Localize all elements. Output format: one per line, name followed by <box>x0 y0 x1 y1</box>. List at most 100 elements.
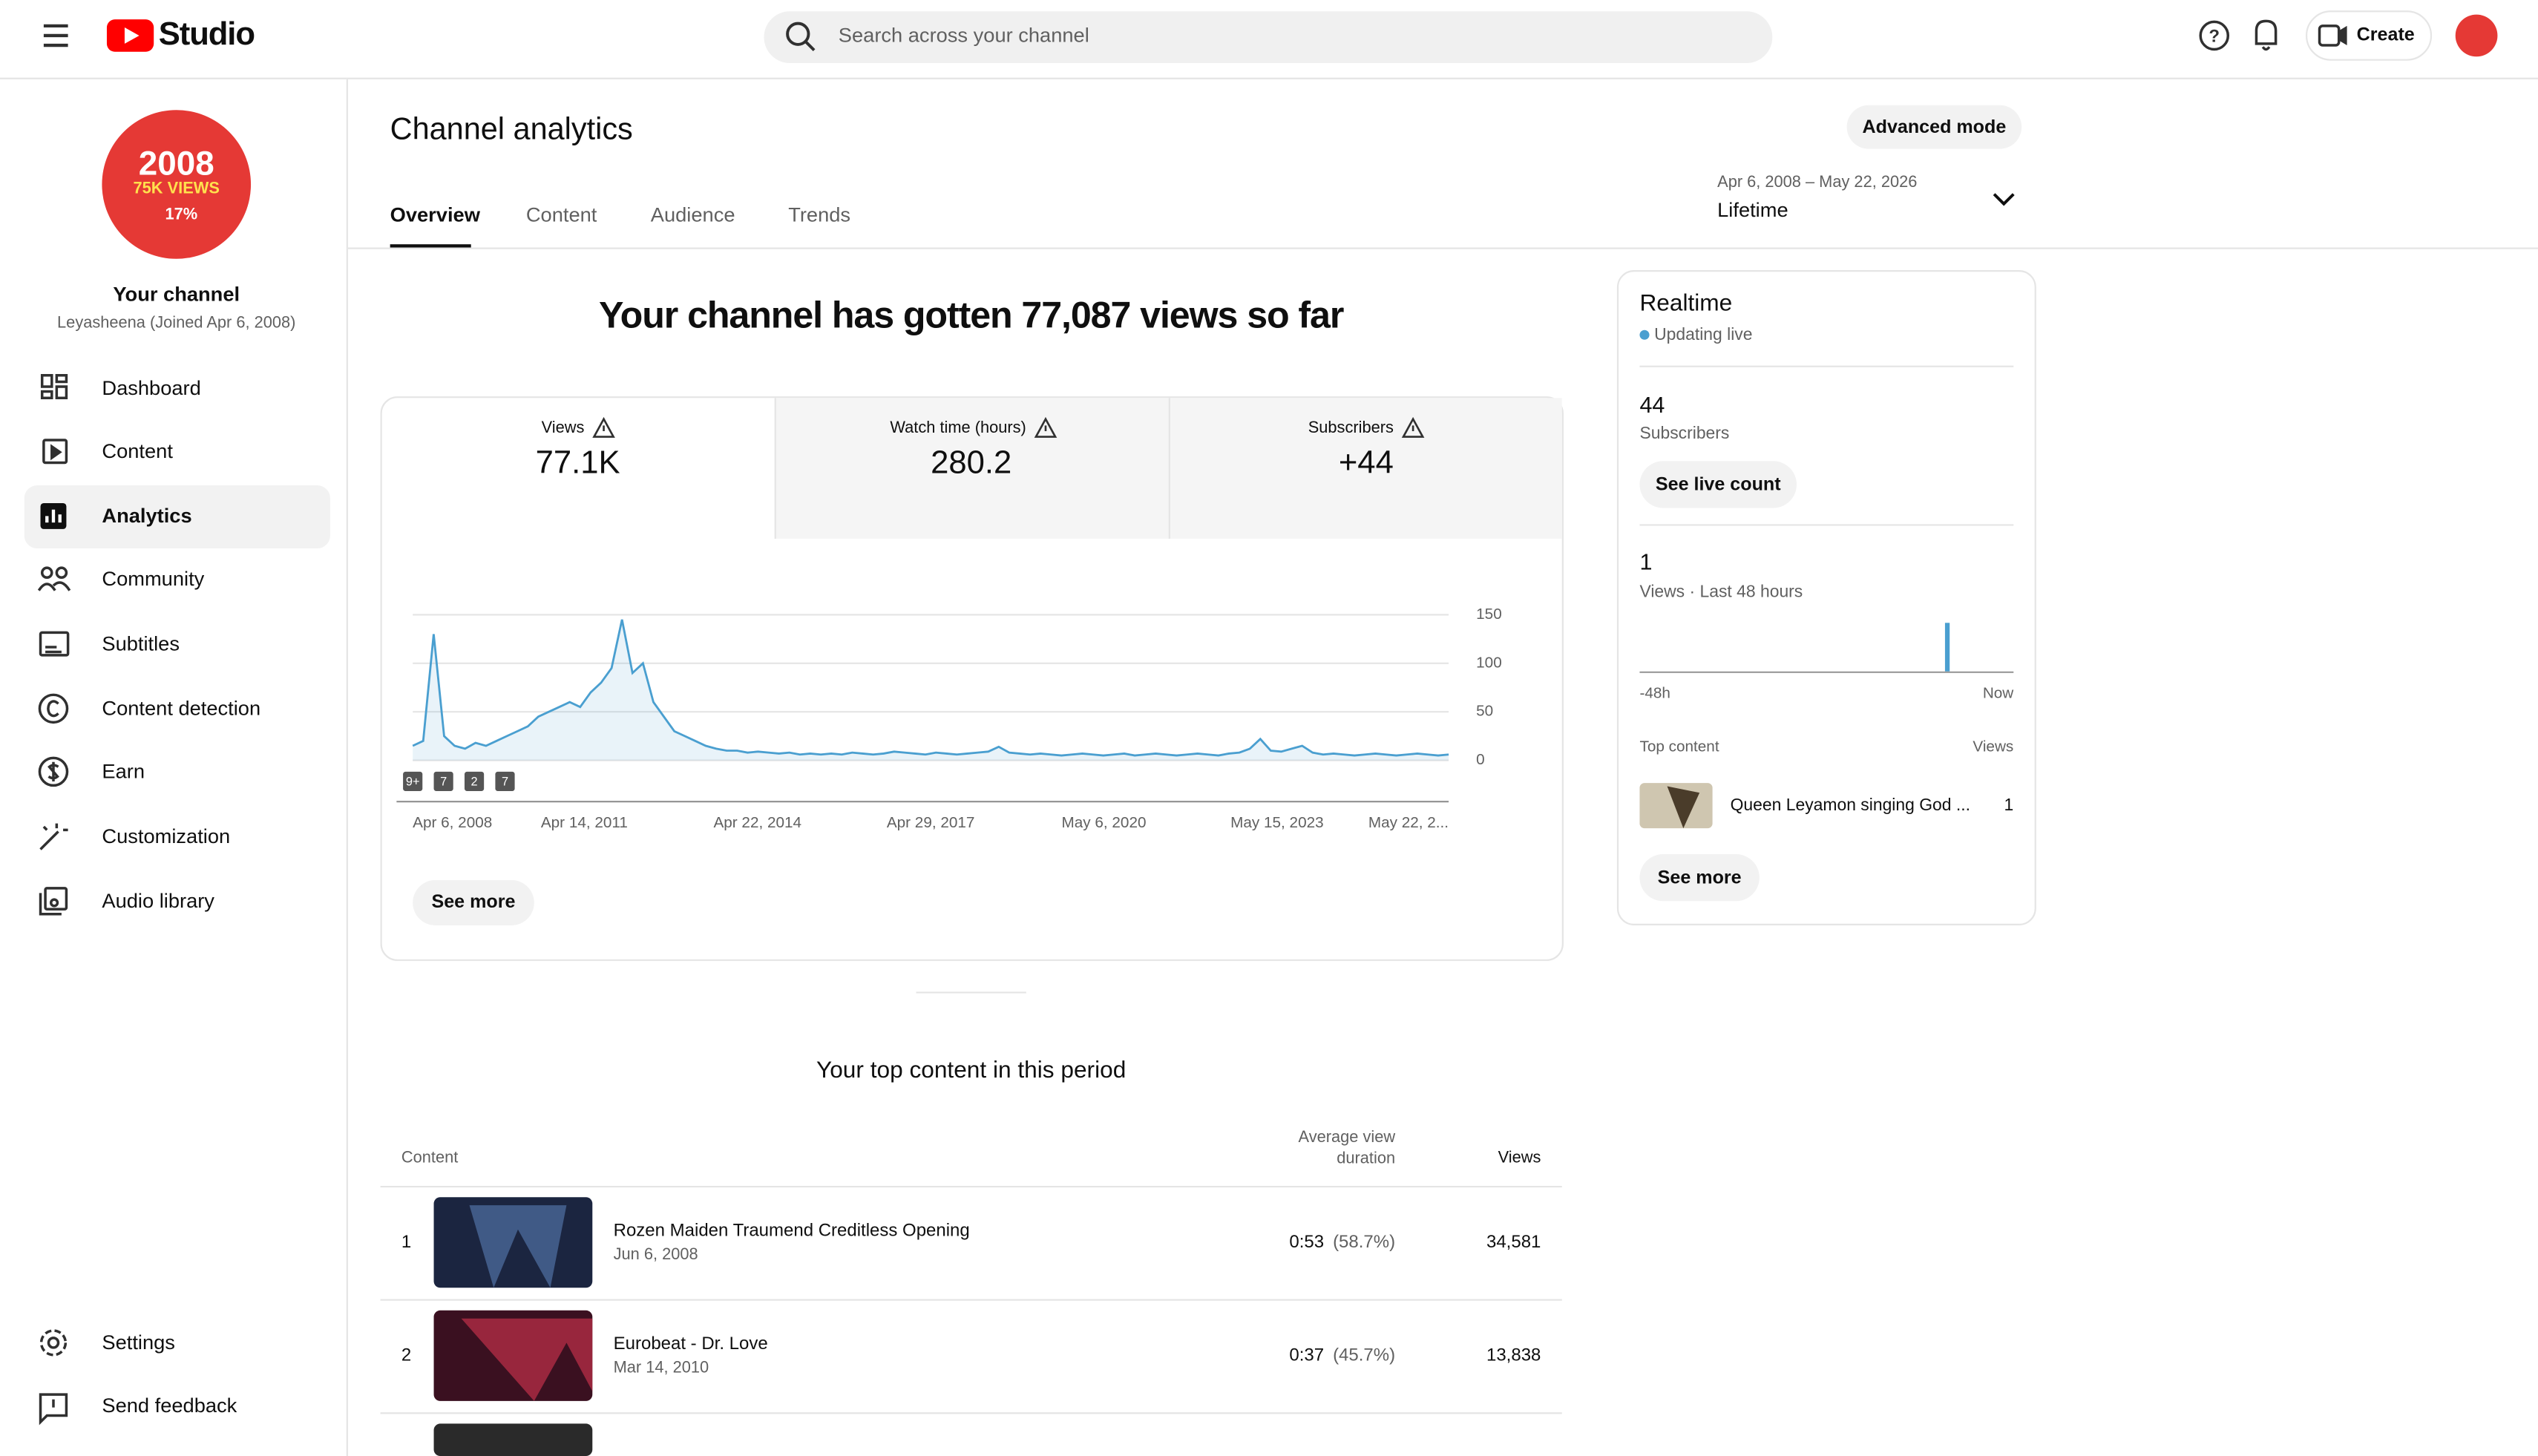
y-tick-label: 150 <box>1476 606 1502 623</box>
tab[interactable]: Overview <box>390 203 480 227</box>
channel-title[interactable]: Your channel <box>113 283 240 306</box>
realtime-subscribers: 44 <box>1639 391 1665 418</box>
top-item-title[interactable]: Queen Leyamon singing God ... <box>1730 796 1970 816</box>
avatar-text: 2008 <box>138 145 214 183</box>
nav-item[interactable]: Dashboard <box>102 376 201 400</box>
avatar-text: 17% <box>165 206 198 224</box>
annotation-marker <box>464 771 485 792</box>
row-duration: 0:37 <box>1289 1345 1325 1365</box>
search-bar[interactable] <box>764 11 1773 64</box>
line <box>412 619 1449 757</box>
tab[interactable]: Audience <box>650 203 735 227</box>
x-label: -48h <box>1639 685 1670 704</box>
y-tick-label: 0 <box>1476 751 1485 768</box>
nav-item[interactable]: Settings <box>102 1331 175 1354</box>
column-header: Top content <box>1639 738 1719 757</box>
page-title: Channel analytics <box>390 113 633 148</box>
x-tick-label: Apr 14, 2011 <box>541 814 628 831</box>
search-placeholder[interactable]: Search across your channel <box>838 24 1089 47</box>
row-title[interactable]: Rozen Maiden Traumend Creditless Opening <box>613 1221 970 1242</box>
nav-item[interactable]: Community <box>102 568 205 591</box>
create-icon-lens <box>2338 25 2347 46</box>
metric-value[interactable]: 77.1K <box>535 445 620 482</box>
annotation-label: 7 <box>440 775 447 788</box>
see-more-button[interactable]: See more <box>1639 854 1760 902</box>
row-title[interactable]: Eurobeat - Dr. Love <box>613 1334 768 1354</box>
nav-item[interactable]: Content detection <box>102 697 261 721</box>
create-button[interactable] <box>2305 10 2433 61</box>
realtime-chart <box>1944 623 1950 672</box>
analytics-icon-bars <box>45 509 62 523</box>
account-avatar[interactable] <box>2455 14 2498 57</box>
y-tick-label: 100 <box>1476 654 1502 671</box>
x-label: Now <box>1982 685 2014 704</box>
period[interactable]: Lifetime <box>1717 199 1788 222</box>
annotation-marker <box>433 771 453 792</box>
avatar-text: 75K VIEWS <box>133 180 220 199</box>
metric-label[interactable]: Views <box>541 419 585 438</box>
nav-item[interactable]: Analytics <box>102 505 192 528</box>
tab[interactable]: Trends <box>788 203 851 227</box>
column-header[interactable]: Views <box>1498 1149 1541 1167</box>
section-title: Your top content in this period <box>816 1057 1127 1084</box>
help-glyph: ? <box>2209 26 2220 46</box>
live-dot <box>1639 329 1650 340</box>
x-tick-label: May 22, 2... <box>1368 814 1449 831</box>
table-row-lines <box>380 1185 1562 1414</box>
date-dropdown-icon[interactable] <box>1993 193 2015 206</box>
area <box>413 619 1449 761</box>
warning-icons <box>592 416 1425 438</box>
metric-value[interactable]: 280.2 <box>931 445 1012 482</box>
nav-item[interactable]: Customization <box>102 824 231 848</box>
thumbnail[interactable] <box>433 1423 593 1456</box>
metric-label[interactable]: Subscribers <box>1308 419 1394 438</box>
nav-item[interactable]: Content <box>102 439 173 463</box>
logo-text[interactable]: Studio <box>158 16 255 53</box>
tab-underline <box>390 244 471 249</box>
annotation-marker <box>403 771 423 792</box>
search-icon-handle <box>804 41 816 51</box>
metric-value[interactable]: +44 <box>1338 445 1394 482</box>
realtime-status: Updating live <box>1654 325 1753 345</box>
menu-icon[interactable] <box>43 24 68 47</box>
nav-item[interactable]: Send feedback <box>102 1394 237 1417</box>
search-icon <box>786 22 810 46</box>
column-header: Content <box>401 1149 459 1167</box>
x-tick-label: May 6, 2020 <box>1062 814 1147 831</box>
x-tick-label: May 15, 2023 <box>1230 814 1323 831</box>
nav-item[interactable]: Audio library <box>102 890 214 913</box>
help-icon[interactable] <box>2199 20 2230 51</box>
see-more-button[interactable]: See more <box>413 879 534 925</box>
thumbnail-art <box>1667 786 1700 829</box>
top-item-views: 1 <box>2004 796 2014 816</box>
realtime-title: Realtime <box>1639 291 1733 318</box>
metric-label[interactable]: Watch time (hours) <box>890 419 1026 438</box>
column-header[interactable]: Average view duration <box>1298 1129 1396 1168</box>
nav-active-bg <box>24 485 330 549</box>
x-tick-label: Apr 6, 2008 <box>413 814 492 831</box>
row-date: Jun 6, 2008 <box>613 1246 698 1265</box>
row-views: 13,838 <box>1486 1345 1541 1365</box>
notifications-icon[interactable] <box>2255 19 2278 51</box>
tab[interactable]: Content <box>525 203 597 227</box>
row-percent: (45.7%) <box>1333 1345 1396 1365</box>
annotation-label: 9+ <box>406 775 420 788</box>
advanced-mode-button[interactable]: Advanced mode <box>1846 105 2022 149</box>
date-range[interactable]: Apr 6, 2008 – May 22, 2026 <box>1717 174 1918 192</box>
nav-item[interactable]: Subtitles <box>102 632 180 655</box>
nav-icons <box>37 374 71 1426</box>
realtime-label: Subscribers <box>1639 424 1730 444</box>
overview-card <box>380 396 1564 961</box>
line-chart: 0 50 100 150 9+ 7 2 7 Apr 6, 2008 Apr 14, 2011 Apr… <box>396 606 1502 831</box>
x-tick-label: Apr 22, 2014 <box>713 814 801 831</box>
nav-item[interactable]: Earn <box>102 760 145 784</box>
see-live-count-button[interactable]: See live count <box>1639 461 1797 508</box>
channel-avatar[interactable] <box>102 110 252 259</box>
row-rank: 2 <box>401 1345 412 1365</box>
realtime-views: 1 <box>1639 548 1653 574</box>
logo-play <box>124 27 140 44</box>
create-label[interactable]: Create <box>2356 25 2415 46</box>
